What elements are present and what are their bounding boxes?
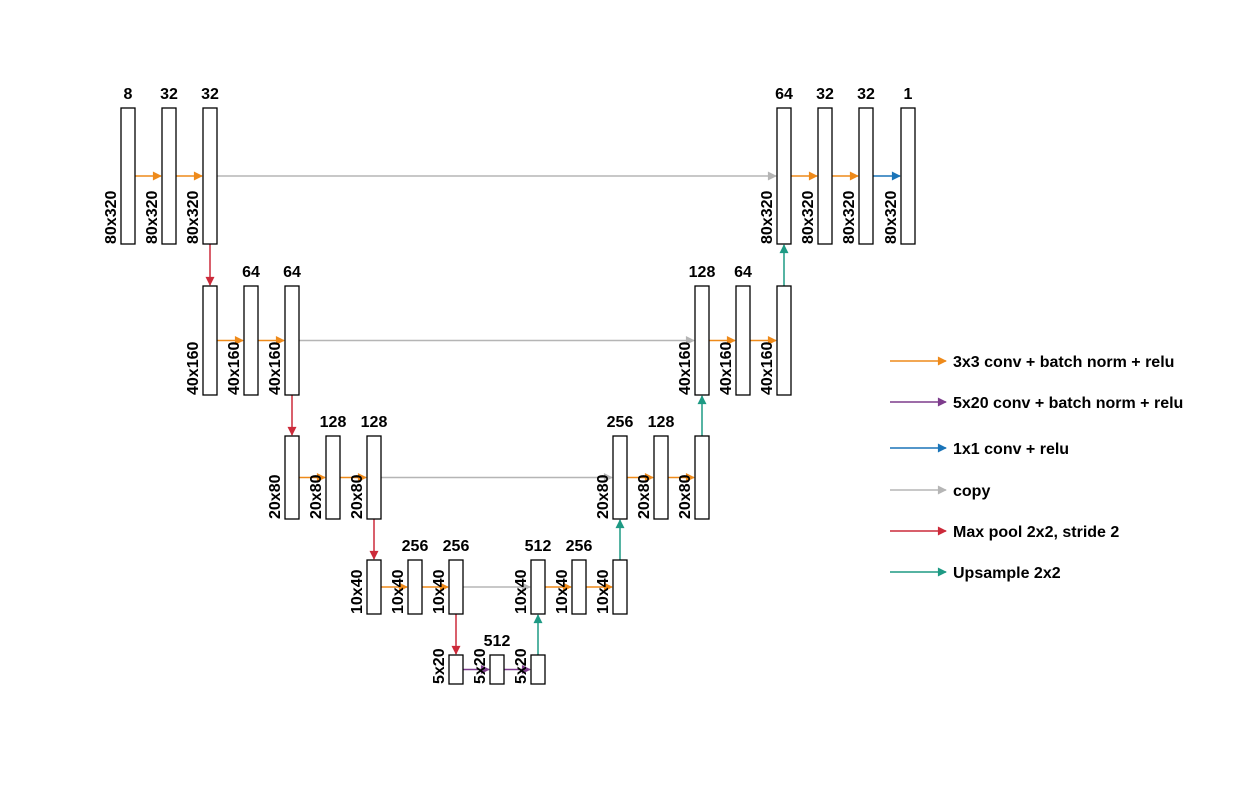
size-label-d1a: 80x320 xyxy=(759,191,776,244)
legend-label-up: Upsample 2x2 xyxy=(953,565,1061,582)
size-label-b3: 5x20 xyxy=(513,648,530,684)
block-d2c xyxy=(776,285,792,396)
legend-label-conv1: 1x1 conv + relu xyxy=(953,441,1069,458)
block-d1c xyxy=(858,107,874,245)
size-label-d1c: 80x320 xyxy=(841,191,858,244)
channel-label-d2b: 64 xyxy=(734,264,752,281)
size-label-d3b: 20x80 xyxy=(636,474,653,519)
size-label-b2: 5x20 xyxy=(472,648,489,684)
channel-label-d3a: 256 xyxy=(607,414,634,431)
legend-label-conv3: 3x3 conv + batch norm + relu xyxy=(953,354,1174,371)
block-d1b xyxy=(817,107,833,245)
size-label-d3c: 20x80 xyxy=(677,474,694,519)
size-label-d4b: 10x40 xyxy=(554,569,571,614)
size-label-d2b: 40x160 xyxy=(718,342,735,395)
block-e3c xyxy=(366,435,382,520)
size-label-d2a: 40x160 xyxy=(677,342,694,395)
channel-label-d2a: 128 xyxy=(689,264,716,281)
block-e1c xyxy=(202,107,218,245)
size-label-e2b: 40x160 xyxy=(226,342,243,395)
channel-label-d3b: 128 xyxy=(648,414,675,431)
size-label-b1: 5x20 xyxy=(431,648,448,684)
block-e1a xyxy=(120,107,136,245)
channel-label-d4b: 256 xyxy=(566,538,593,555)
block-b3 xyxy=(530,654,546,685)
block-e3b xyxy=(325,435,341,520)
block-d2a xyxy=(694,285,710,396)
block-d3a xyxy=(612,435,628,520)
block-d4c xyxy=(612,559,628,615)
block-d2b xyxy=(735,285,751,396)
legend-label-conv5x20: 5x20 conv + batch norm + relu xyxy=(953,395,1183,412)
block-d4b xyxy=(571,559,587,615)
block-d3b xyxy=(653,435,669,520)
channel-label-d1c: 32 xyxy=(857,86,875,103)
channel-label-d4a: 512 xyxy=(525,538,552,555)
size-label-e3c: 20x80 xyxy=(349,474,366,519)
channel-label-b2: 512 xyxy=(484,633,511,650)
block-e1b xyxy=(161,107,177,245)
block-e2c xyxy=(284,285,300,396)
legend-label-copy: copy xyxy=(953,483,990,500)
labels-layer: 8 80x320 32 80x320 32 80x320 40x160 64 40x160 64 4… xyxy=(103,86,913,684)
block-e2a xyxy=(202,285,218,396)
block-b2 xyxy=(489,654,505,685)
size-label-e4a: 10x40 xyxy=(349,569,366,614)
block-e2b xyxy=(243,285,259,396)
blocks-layer xyxy=(120,107,916,685)
size-label-e1b: 80x320 xyxy=(144,191,161,244)
block-e4a xyxy=(366,559,382,615)
block-d4a xyxy=(530,559,546,615)
channel-label-d1a: 64 xyxy=(775,86,793,103)
channel-label-e4c: 256 xyxy=(443,538,470,555)
block-d1d xyxy=(900,107,916,245)
block-b1 xyxy=(448,654,464,685)
size-label-d4c: 10x40 xyxy=(595,569,612,614)
size-label-e2c: 40x160 xyxy=(267,342,284,395)
channel-label-e1b: 32 xyxy=(160,86,178,103)
channel-label-e4b: 256 xyxy=(402,538,429,555)
channel-label-e3c: 128 xyxy=(361,414,388,431)
size-label-d3a: 20x80 xyxy=(595,474,612,519)
size-label-e1c: 80x320 xyxy=(185,191,202,244)
channel-label-e3b: 128 xyxy=(320,414,347,431)
channel-label-e2b: 64 xyxy=(242,264,260,281)
size-label-e1a: 80x320 xyxy=(103,191,120,244)
block-d1a xyxy=(776,107,792,245)
channel-label-e1c: 32 xyxy=(201,86,219,103)
size-label-e4b: 10x40 xyxy=(390,569,407,614)
size-label-e3a: 20x80 xyxy=(267,474,284,519)
arrows-layer xyxy=(135,171,901,674)
legend: 3x3 conv + batch norm + relu 5x20 conv + … xyxy=(890,354,1183,582)
block-d3c xyxy=(694,435,710,520)
block-e3a xyxy=(284,435,300,520)
block-e4b xyxy=(407,559,423,615)
channel-label-d1b: 32 xyxy=(816,86,834,103)
size-label-e2a: 40x160 xyxy=(185,342,202,395)
size-label-d1d: 80x320 xyxy=(883,191,900,244)
channel-label-d1d: 1 xyxy=(904,86,913,103)
channel-label-e1a: 8 xyxy=(124,86,133,103)
size-label-e4c: 10x40 xyxy=(431,569,448,614)
block-e4c xyxy=(448,559,464,615)
size-label-e3b: 20x80 xyxy=(308,474,325,519)
size-label-d2c: 40x160 xyxy=(759,342,776,395)
channel-label-e2c: 64 xyxy=(283,264,301,281)
size-label-d4a: 10x40 xyxy=(513,569,530,614)
legend-label-pool: Max pool 2x2, stride 2 xyxy=(953,524,1119,541)
size-label-d1b: 80x320 xyxy=(800,191,817,244)
